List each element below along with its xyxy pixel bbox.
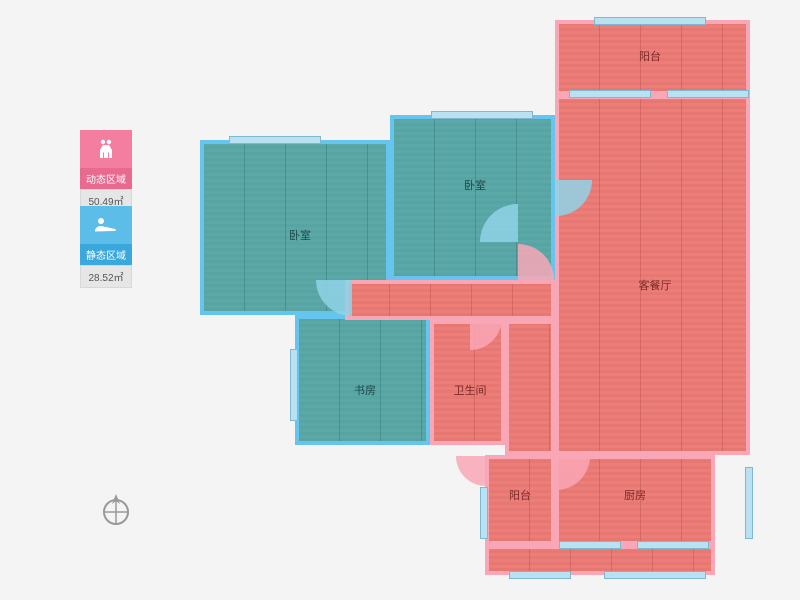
static-zone-label: 静态区域 (80, 244, 132, 265)
room-label-balcony-bot: 阳台 (509, 487, 531, 503)
room-study (295, 315, 430, 445)
dynamic-zone-icon (80, 130, 132, 168)
window-segment (560, 542, 620, 548)
floor-plan: 阳台客餐厅卧室卧室书房卫生间厨房阳台 (200, 20, 760, 580)
window-segment (510, 572, 570, 578)
legend-dynamic: 动态区域 50.49㎡ (80, 130, 132, 212)
compass-icon (100, 490, 132, 531)
room-corridor (345, 280, 555, 320)
legend-static: 静态区域 28.52㎡ (80, 206, 132, 288)
room-label-living-room: 客餐厅 (639, 277, 672, 293)
window-segment (570, 91, 650, 97)
window-segment (432, 112, 532, 118)
dynamic-zone-label: 动态区域 (80, 168, 132, 189)
window-segment (230, 137, 320, 143)
window-segment (746, 468, 752, 538)
window-segment (595, 18, 705, 24)
room-label-balcony-top: 阳台 (639, 48, 661, 64)
static-zone-value: 28.52㎡ (80, 265, 132, 288)
window-segment (481, 488, 487, 538)
window-segment (605, 572, 705, 578)
window-segment (638, 542, 708, 548)
room-label-study: 书房 (354, 382, 376, 398)
door-arc (456, 456, 486, 486)
room-label-kitchen: 厨房 (624, 487, 646, 503)
room-label-bathroom: 卫生间 (454, 382, 487, 398)
window-segment (291, 350, 297, 420)
room-corridor2 (505, 320, 555, 455)
room-living-room (555, 95, 750, 455)
room-label-bedroom-top: 卧室 (464, 177, 486, 193)
room-balcony-bot2 (485, 545, 715, 575)
window-segment (668, 91, 748, 97)
static-zone-icon (80, 206, 132, 244)
room-label-bedroom-big: 卧室 (289, 227, 311, 243)
